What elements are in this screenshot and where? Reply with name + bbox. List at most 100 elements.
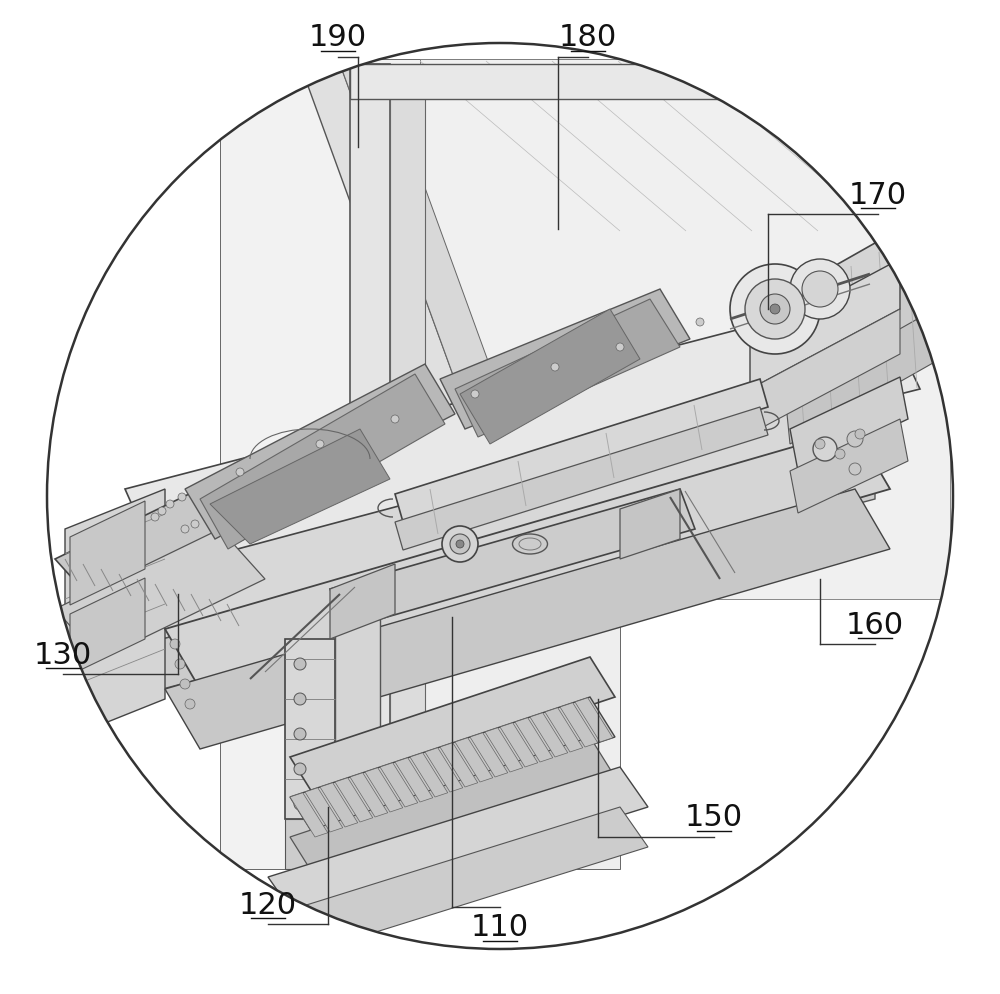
Polygon shape bbox=[460, 310, 640, 444]
Polygon shape bbox=[125, 449, 875, 700]
Polygon shape bbox=[350, 65, 850, 100]
Circle shape bbox=[450, 535, 470, 555]
Text: 190: 190 bbox=[309, 24, 367, 53]
Polygon shape bbox=[55, 530, 265, 659]
Circle shape bbox=[790, 259, 850, 320]
Polygon shape bbox=[290, 657, 615, 797]
Polygon shape bbox=[575, 698, 613, 743]
Circle shape bbox=[847, 431, 863, 447]
Polygon shape bbox=[790, 378, 908, 471]
Text: 150: 150 bbox=[685, 803, 743, 832]
Polygon shape bbox=[290, 698, 615, 837]
Polygon shape bbox=[785, 210, 940, 345]
Circle shape bbox=[616, 344, 624, 352]
Circle shape bbox=[166, 501, 174, 509]
Polygon shape bbox=[395, 408, 768, 551]
Polygon shape bbox=[380, 763, 418, 807]
Polygon shape bbox=[330, 565, 395, 639]
Polygon shape bbox=[420, 60, 620, 869]
Polygon shape bbox=[300, 65, 480, 449]
Circle shape bbox=[471, 391, 479, 399]
Polygon shape bbox=[785, 259, 940, 395]
Polygon shape bbox=[200, 375, 445, 550]
Polygon shape bbox=[750, 259, 900, 390]
Polygon shape bbox=[515, 718, 553, 762]
Circle shape bbox=[813, 437, 837, 461]
Polygon shape bbox=[785, 310, 940, 444]
Polygon shape bbox=[530, 713, 568, 757]
Polygon shape bbox=[55, 479, 265, 609]
Circle shape bbox=[760, 294, 790, 325]
Circle shape bbox=[294, 763, 306, 775]
Text: 130: 130 bbox=[34, 640, 92, 669]
Circle shape bbox=[696, 319, 704, 327]
Circle shape bbox=[151, 514, 159, 522]
Circle shape bbox=[815, 439, 825, 449]
Polygon shape bbox=[268, 767, 648, 917]
Circle shape bbox=[294, 658, 306, 670]
Circle shape bbox=[835, 449, 845, 459]
Circle shape bbox=[181, 526, 189, 534]
Polygon shape bbox=[340, 65, 520, 449]
Polygon shape bbox=[290, 738, 615, 877]
Circle shape bbox=[855, 429, 865, 439]
Polygon shape bbox=[350, 773, 388, 817]
Polygon shape bbox=[470, 733, 508, 777]
Polygon shape bbox=[285, 819, 335, 869]
Polygon shape bbox=[620, 489, 680, 560]
Circle shape bbox=[745, 279, 805, 340]
Polygon shape bbox=[165, 489, 890, 749]
Polygon shape bbox=[365, 768, 403, 812]
Polygon shape bbox=[440, 743, 478, 787]
Circle shape bbox=[180, 679, 190, 689]
Text: 160: 160 bbox=[846, 610, 904, 639]
Circle shape bbox=[456, 541, 464, 549]
Polygon shape bbox=[285, 639, 335, 819]
Circle shape bbox=[551, 364, 559, 372]
Polygon shape bbox=[390, 65, 425, 749]
Polygon shape bbox=[185, 365, 455, 540]
Polygon shape bbox=[290, 793, 328, 837]
Circle shape bbox=[849, 463, 861, 475]
Polygon shape bbox=[330, 489, 695, 629]
Circle shape bbox=[178, 493, 186, 502]
Polygon shape bbox=[165, 429, 890, 689]
Polygon shape bbox=[395, 758, 433, 802]
Circle shape bbox=[391, 415, 399, 423]
Polygon shape bbox=[65, 489, 165, 740]
Text: 180: 180 bbox=[559, 24, 617, 53]
Circle shape bbox=[185, 700, 195, 710]
Circle shape bbox=[294, 693, 306, 706]
Polygon shape bbox=[420, 60, 950, 599]
Polygon shape bbox=[70, 502, 145, 605]
Polygon shape bbox=[455, 300, 680, 437]
Circle shape bbox=[770, 305, 780, 315]
Polygon shape bbox=[268, 807, 648, 957]
Polygon shape bbox=[560, 703, 598, 747]
Polygon shape bbox=[350, 65, 390, 759]
Circle shape bbox=[191, 521, 199, 529]
Polygon shape bbox=[220, 60, 420, 869]
Polygon shape bbox=[320, 783, 358, 827]
Circle shape bbox=[236, 468, 244, 476]
Polygon shape bbox=[125, 294, 920, 580]
Polygon shape bbox=[440, 289, 690, 429]
Polygon shape bbox=[305, 788, 343, 832]
Text: 110: 110 bbox=[471, 912, 529, 941]
Circle shape bbox=[158, 508, 166, 516]
Polygon shape bbox=[425, 748, 463, 792]
Circle shape bbox=[294, 798, 306, 810]
Polygon shape bbox=[410, 753, 448, 797]
Polygon shape bbox=[790, 419, 908, 514]
Text: 170: 170 bbox=[849, 180, 907, 210]
Circle shape bbox=[316, 440, 324, 448]
Circle shape bbox=[175, 659, 185, 669]
Circle shape bbox=[802, 271, 838, 308]
Circle shape bbox=[730, 264, 820, 355]
Polygon shape bbox=[210, 429, 390, 545]
Polygon shape bbox=[335, 619, 380, 799]
Circle shape bbox=[766, 297, 774, 306]
Circle shape bbox=[836, 277, 844, 285]
Polygon shape bbox=[395, 380, 768, 523]
Circle shape bbox=[294, 729, 306, 741]
